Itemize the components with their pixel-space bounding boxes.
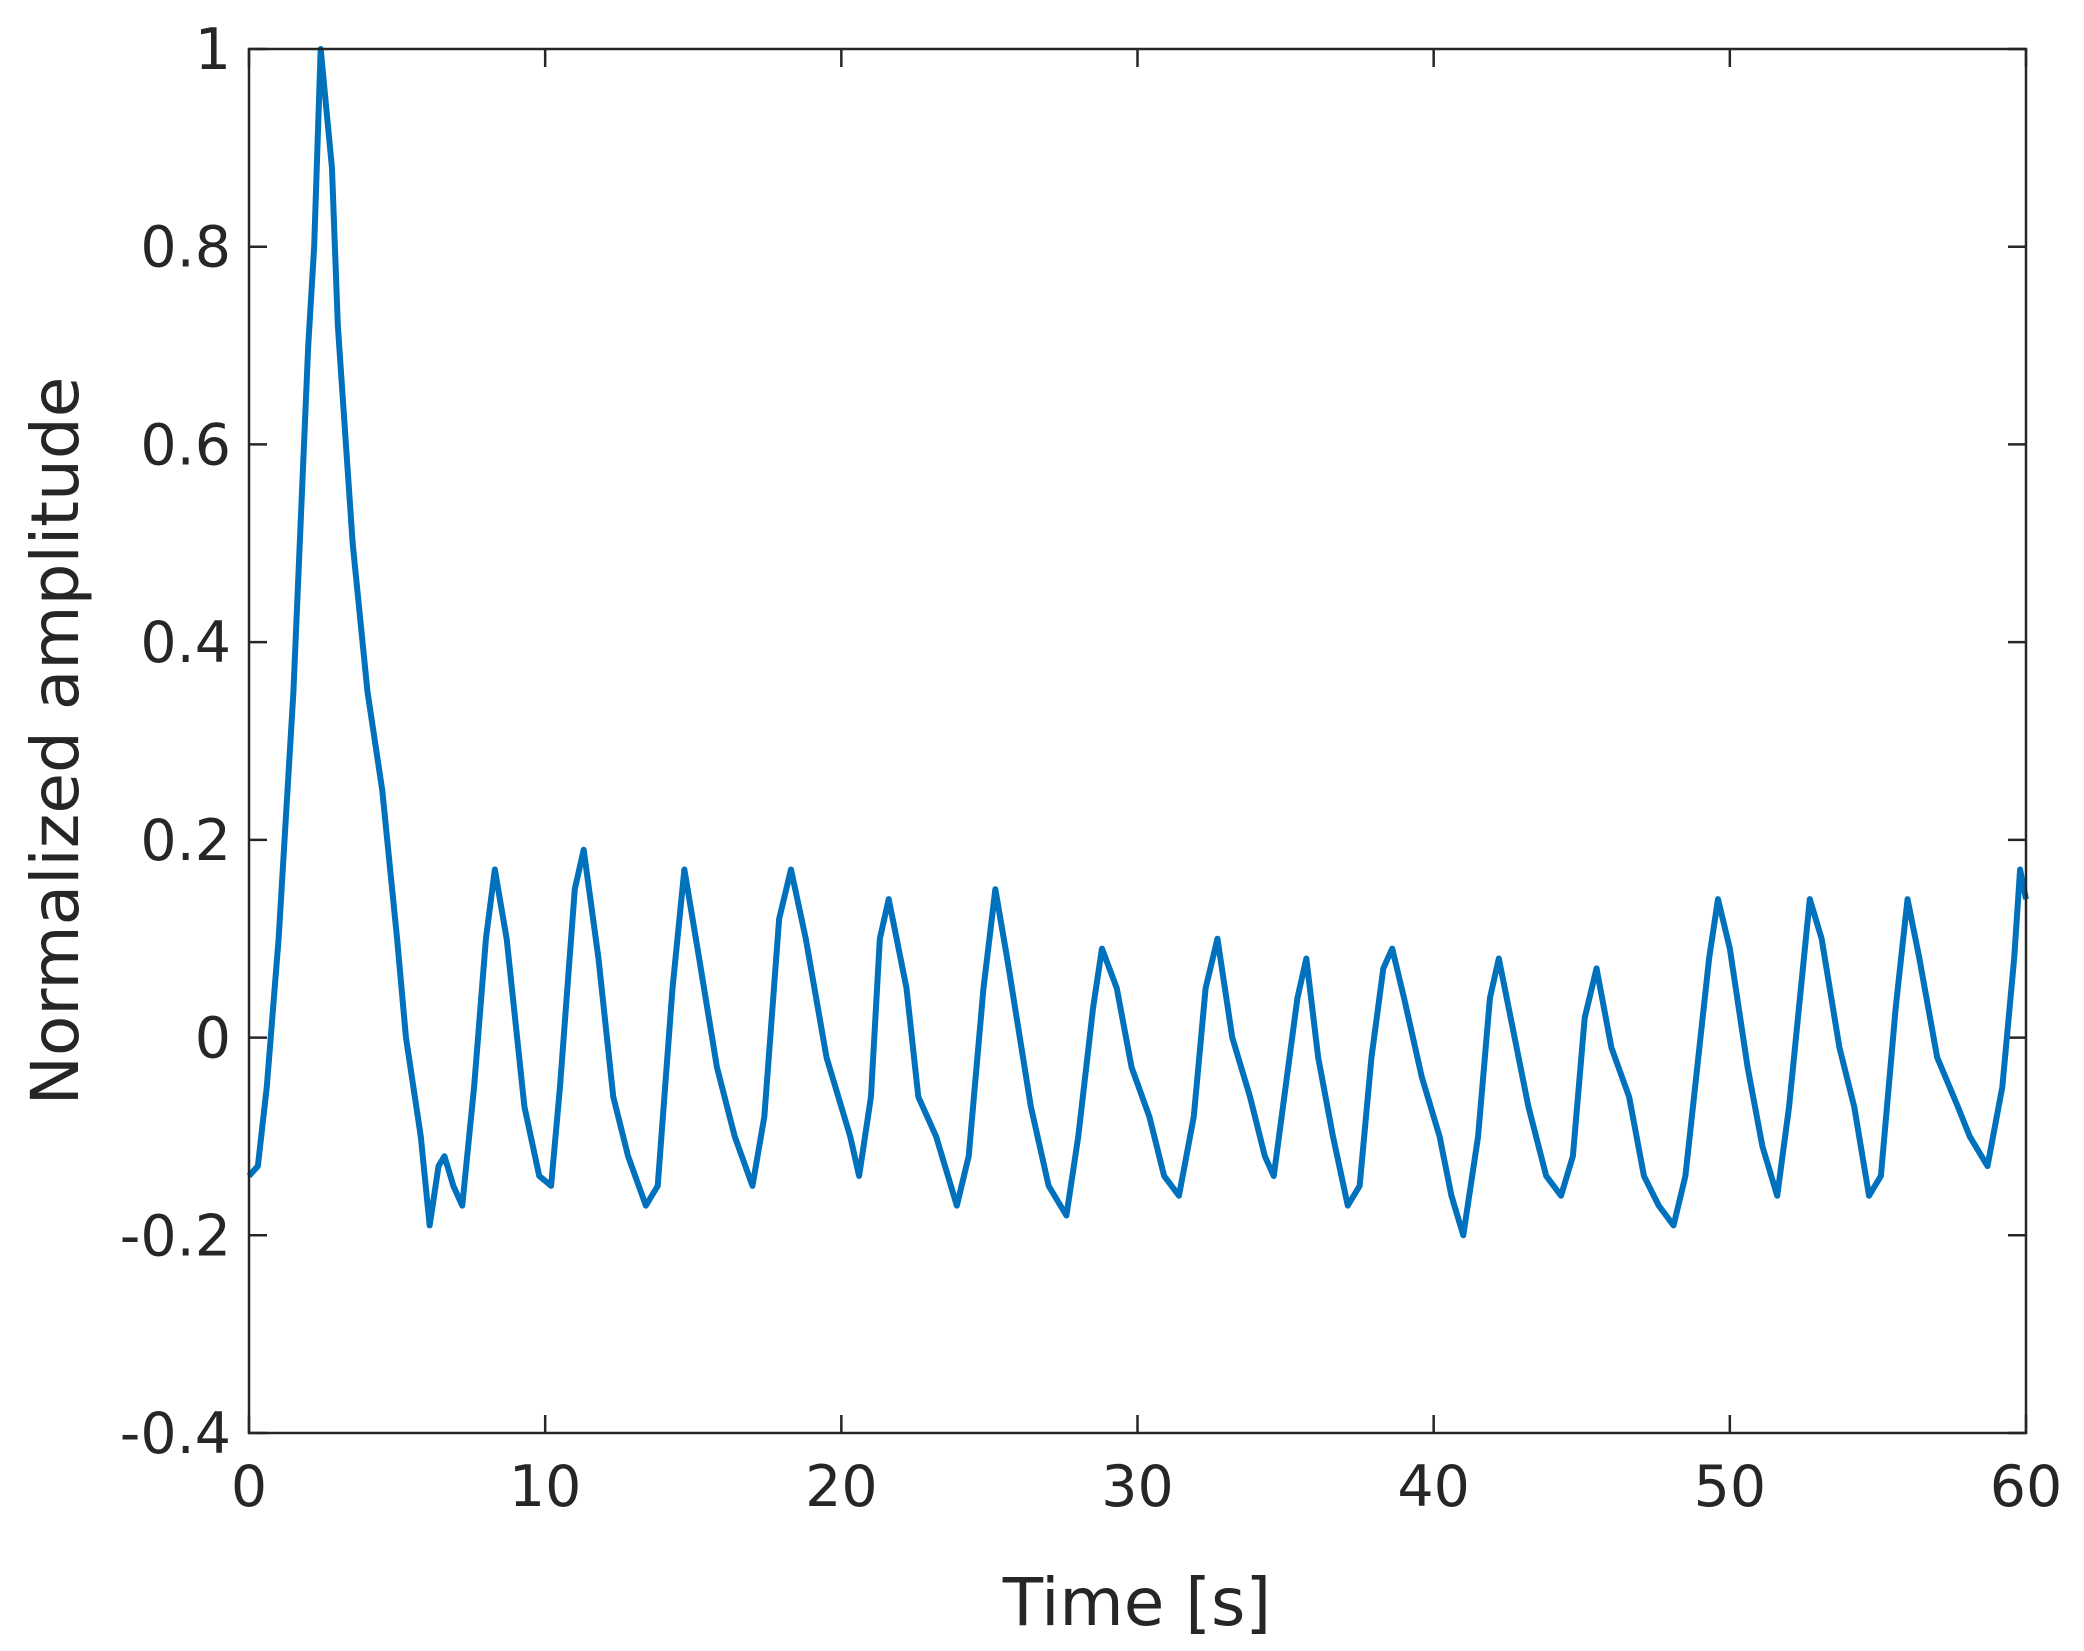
y-tick-label: 0 <box>195 1006 231 1072</box>
y-tick-label: 0.6 <box>140 412 231 478</box>
x-axis-label: Time [s] <box>1002 1564 1271 1641</box>
x-tick-label: 50 <box>1694 1454 1767 1520</box>
axes-box <box>247 47 2028 1435</box>
y-tick-label: -0.2 <box>120 1203 231 1269</box>
x-tick-label: 40 <box>1397 1454 1470 1520</box>
y-tick-label: 0.8 <box>140 215 231 281</box>
y-tick-label: -0.4 <box>120 1401 231 1467</box>
x-tick-label: 30 <box>1101 1454 1174 1520</box>
y-tick-label: 1 <box>195 17 231 83</box>
x-tick-label: 10 <box>509 1454 582 1520</box>
y-tick-label: 0.2 <box>140 808 231 874</box>
x-tick-label: 20 <box>805 1454 878 1520</box>
x-tick-label: 0 <box>231 1454 267 1520</box>
data-line <box>246 46 2029 1239</box>
x-tick-label: 60 <box>1990 1454 2063 1520</box>
y-tick-label: 0.4 <box>140 610 231 676</box>
y-axis-label: Normalized amplitude <box>17 377 94 1106</box>
